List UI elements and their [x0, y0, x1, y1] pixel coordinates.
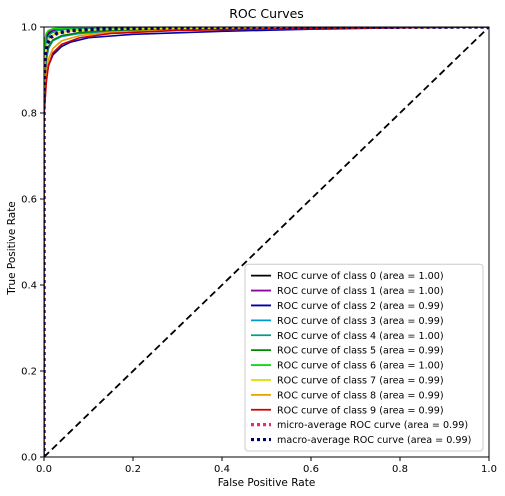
plot-area [43, 26, 490, 458]
legend-entry-label: ROC curve of class 0 (area = 1.00) [277, 271, 444, 282]
y-tick-label: 0.0 [21, 453, 37, 464]
chart-title: ROC Curves [229, 6, 304, 21]
legend-entry-label: ROC curve of class 7 (area = 0.99) [277, 375, 444, 386]
legend-entry-label: ROC curve of class 1 (area = 1.00) [277, 286, 444, 297]
y-tick-label: 0.8 [21, 109, 37, 120]
legend-entry-label: ROC curve of class 3 (area = 0.99) [277, 316, 444, 327]
plot-frame [43, 26, 490, 458]
x-tick-label: 0.2 [125, 464, 141, 475]
legend-entry-label: macro-average ROC curve (area = 0.99) [277, 435, 471, 446]
x-tick-label: 0.0 [36, 464, 52, 475]
series-line-11 [44, 27, 489, 457]
x-tick-label: 0.4 [214, 464, 230, 475]
legend-entry-label: ROC curve of class 5 (area = 0.99) [277, 346, 444, 357]
legend-box [244, 263, 484, 452]
x-tick-label: 1.0 [481, 464, 497, 475]
legend-entry-label: micro-average ROC curve (area = 0.99) [277, 420, 468, 431]
x-axis-label: False Positive Rate [218, 477, 316, 489]
legend-entry-label: ROC curve of class 4 (area = 1.00) [277, 331, 444, 342]
y-tick-label: 0.6 [21, 195, 37, 206]
legend: ROC curve of class 0 (area = 1.00) ROC cu… [244, 263, 484, 452]
legend-entry-label: ROC curve of class 2 (area = 0.99) [277, 301, 444, 312]
reference-diagonal-line [44, 27, 489, 457]
legend-entry-label: ROC curve of class 6 (area = 1.00) [277, 361, 444, 372]
x-tick-label: 0.6 [303, 464, 319, 475]
y-tick-label: 0.4 [21, 281, 37, 292]
y-tick-label: 1.0 [21, 23, 37, 34]
y-axis: 0.0 0.2 0.4 0.6 0.8 1.0 [21, 23, 44, 464]
y-axis-label: True Positive Rate [6, 201, 18, 296]
x-axis: 0.0 0.2 0.4 0.6 0.8 1.0 [36, 457, 497, 475]
legend-entry-label: ROC curve of class 8 (area = 0.99) [277, 390, 444, 401]
y-tick-label: 0.2 [21, 367, 37, 378]
legend-entry-label: ROC curve of class 9 (area = 0.99) [277, 405, 444, 416]
x-tick-label: 0.8 [392, 464, 408, 475]
